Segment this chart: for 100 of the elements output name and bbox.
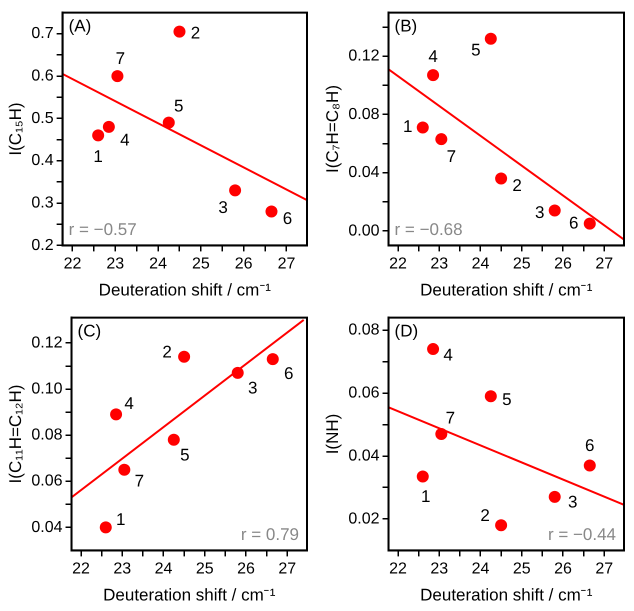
y-axis-title: I(C₇H=C₈H) — [322, 85, 342, 173]
y-tick-label: 0.5 — [31, 110, 54, 127]
point — [229, 184, 242, 196]
point — [110, 408, 122, 420]
y-tick-label: 0.04 — [31, 518, 63, 536]
point — [435, 428, 448, 440]
annotation: r = −0.44 — [548, 525, 616, 544]
y-tick-label: 0.08 — [348, 322, 380, 339]
x-tick-label: 22 — [389, 255, 408, 272]
annotation: 2 — [190, 23, 200, 42]
x-tick-label: 25 — [196, 560, 214, 578]
annotation: (B) — [394, 16, 418, 36]
y-tick-label: 0.12 — [31, 334, 63, 352]
x-tick-label: 27 — [278, 255, 296, 272]
annotation: 3 — [534, 203, 544, 222]
y-tick-label: 0.6 — [31, 67, 54, 84]
y-tick-label: 0.10 — [31, 380, 63, 398]
x-tick-label: 24 — [154, 560, 172, 578]
point — [265, 206, 278, 218]
point — [548, 490, 561, 503]
point — [427, 69, 440, 82]
y-tick-label: 0.2 — [31, 236, 54, 254]
x-tick-label: 24 — [472, 560, 490, 578]
point — [266, 353, 279, 366]
x-axis-title: Deuteration shift / cm⁻¹ — [103, 585, 276, 604]
y-tick-label: 0.3 — [31, 194, 54, 212]
point — [584, 218, 596, 230]
annotation: 7 — [446, 408, 456, 428]
point — [102, 120, 115, 133]
point — [495, 172, 508, 184]
point — [416, 470, 429, 482]
annotation: 3 — [218, 198, 228, 218]
x-tick-label: 22 — [72, 560, 90, 578]
y-axis-title: I(C₁₁H=C₁₂H) — [6, 384, 25, 484]
x-tick-label: 22 — [389, 560, 408, 578]
x-tick-label: 25 — [512, 560, 531, 578]
point — [111, 70, 124, 82]
point — [435, 133, 448, 146]
x-tick-label: 26 — [234, 255, 253, 272]
x-axis-title: Deuteration shift / cm⁻¹ — [420, 280, 593, 300]
point — [584, 459, 596, 472]
x-tick-label: 24 — [149, 255, 168, 272]
annotation: r = 0.79 — [240, 525, 299, 544]
x-tick-label: 27 — [278, 560, 296, 578]
x-tick-label: 25 — [192, 255, 210, 272]
annotation: (C) — [78, 321, 102, 340]
annotation: 6 — [284, 364, 294, 383]
annotation: 7 — [446, 146, 456, 166]
x-axis-title: Deuteration shift / cm⁻¹ — [420, 585, 593, 604]
point — [173, 26, 186, 38]
x-tick-label: 27 — [595, 560, 614, 578]
annotation: 5 — [502, 390, 512, 409]
point — [416, 122, 429, 134]
y-tick-label: 0.4 — [31, 152, 54, 170]
point — [484, 390, 497, 402]
x-tick-label: 23 — [430, 255, 448, 272]
annotation: 4 — [124, 394, 134, 414]
annotation: 2 — [512, 176, 522, 196]
y-tick-label: 0.08 — [348, 106, 380, 123]
x-tick-label: 25 — [512, 255, 531, 272]
x-tick-label: 26 — [554, 255, 572, 272]
x-tick-label: 23 — [113, 560, 132, 578]
point — [427, 343, 440, 356]
annotation: 2 — [162, 342, 172, 362]
y-tick-label: 0.00 — [348, 222, 380, 240]
y-tick-label: 0.06 — [348, 384, 380, 402]
annotation: 2 — [480, 506, 490, 525]
point — [100, 521, 112, 534]
annotation: 7 — [134, 471, 144, 490]
annotation: (A) — [68, 16, 92, 36]
x-tick-label: 26 — [554, 560, 572, 578]
x-tick-label: 27 — [595, 255, 614, 272]
y-tick-label: 0.7 — [31, 25, 54, 42]
annotation: 6 — [282, 209, 292, 228]
point — [495, 519, 508, 532]
annotation: 6 — [569, 213, 579, 232]
annotation: 5 — [180, 445, 190, 464]
y-tick-label: 0.12 — [348, 48, 380, 65]
annotation: (D) — [394, 321, 418, 340]
annotation: 6 — [585, 436, 595, 456]
annotation: r = −0.68 — [394, 220, 463, 240]
annotation: 3 — [568, 492, 578, 512]
x-tick-label: 24 — [472, 255, 490, 272]
point — [178, 350, 190, 363]
x-tick-label: 26 — [237, 560, 255, 578]
point — [162, 116, 175, 129]
y-tick-label: 0.06 — [31, 472, 63, 490]
x-tick-label: 22 — [64, 255, 82, 272]
x-tick-label: 23 — [430, 560, 448, 578]
annotation: 1 — [116, 510, 126, 530]
annotation: 4 — [120, 130, 130, 150]
y-tick-label: 0.04 — [348, 164, 380, 182]
y-tick-label: 0.02 — [348, 510, 380, 528]
point — [232, 366, 244, 379]
point — [118, 464, 130, 476]
annotation: 5 — [471, 40, 481, 60]
annotation: 7 — [116, 48, 126, 68]
annotation: 4 — [443, 346, 453, 365]
x-axis-title: Deuteration shift / cm⁻¹ — [98, 280, 272, 300]
annotation: 3 — [248, 378, 258, 398]
